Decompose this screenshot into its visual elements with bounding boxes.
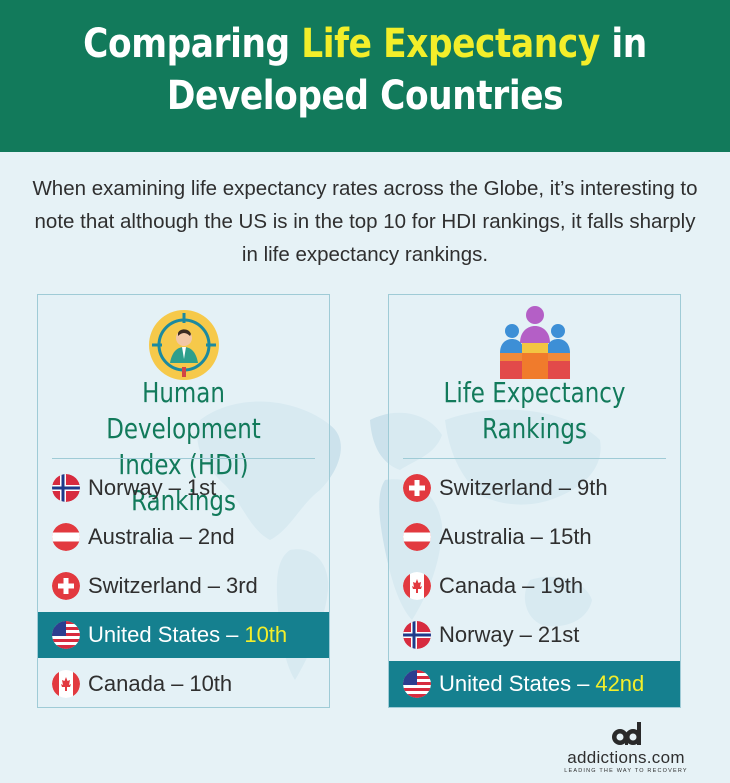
hdi-row: Australia –2nd (38, 514, 329, 560)
title-highlight: Life Expectancy (301, 21, 600, 67)
life-country: Australia (439, 524, 525, 549)
life-row: Switzerland –9th (389, 465, 680, 511)
norway-flag-icon (52, 474, 80, 502)
intro-text: When examining life expectancy rates acr… (32, 177, 698, 266)
life-separator: – (522, 573, 535, 598)
hdi-title-line-1: Human Development (106, 376, 261, 445)
life-country: United States (439, 671, 572, 696)
hdi-separator: – (171, 671, 184, 696)
life-separator: – (558, 475, 571, 500)
logo-tagline: LEADING THE WAY TO RECOVERY (564, 768, 688, 774)
hdi-separator: – (226, 622, 239, 647)
hdi-country: Norway (88, 475, 163, 500)
hdi-rank: 3rd (225, 573, 258, 598)
life-title-line-2: Rankings (482, 412, 587, 445)
life-country: Norway (439, 622, 514, 647)
life-country: Switzerland (439, 475, 553, 500)
hdi-row: Canada –10th (38, 661, 329, 707)
canada-flag-icon (52, 670, 80, 698)
austria-flag-icon (52, 523, 80, 551)
hdi-rank: 1st (186, 475, 217, 500)
title-part-2: in (599, 21, 647, 67)
hdi-country: Canada (88, 671, 166, 696)
canada-flag-icon (403, 572, 431, 600)
hdi-title-line-2: Index (HDI) Rankings (118, 448, 249, 517)
hdi-separator: – (168, 475, 181, 500)
page-title: Comparing Life Expectancy in Developed C… (51, 18, 679, 122)
life-rank: 15th (548, 524, 592, 549)
life-separator: – (577, 671, 590, 696)
life-row: United States –42nd (389, 661, 680, 707)
header-banner: Comparing Life Expectancy in Developed C… (0, 0, 730, 152)
title-part-1: Comparing (83, 21, 302, 67)
person-target-icon (148, 310, 219, 380)
life-country: Canada (439, 573, 517, 598)
addictions-logo: addictions.com LEADING THE WAY TO RECOVE… (556, 722, 696, 778)
podium-people-icon (499, 306, 570, 379)
title-line-2: Developed Countries (166, 73, 564, 119)
life-rank: 19th (540, 573, 584, 598)
life-title-line-1: Life Expectancy (443, 376, 626, 409)
hdi-separator: – (179, 524, 192, 549)
hdi-country: Australia (88, 524, 174, 549)
life-row: Australia –15th (389, 514, 680, 560)
life-separator: – (519, 622, 532, 647)
life-rank: 42nd (595, 671, 645, 696)
hdi-country: Switzerland (88, 573, 202, 598)
hdi-country: United States (88, 622, 221, 647)
life-expectancy-card: Life Expectancy Rankings Switzerland –9th… (388, 294, 681, 708)
life-title: Life Expectancy Rankings (415, 375, 654, 447)
life-rank: 21st (537, 622, 580, 647)
ad-logo-icon (612, 722, 641, 745)
hdi-row: Switzerland –3rd (38, 563, 329, 609)
hdi-rank: 2nd (197, 524, 235, 549)
hdi-divider (52, 458, 315, 459)
life-rank: 9th (576, 475, 608, 500)
norway-flag-icon (403, 621, 431, 649)
life-divider (403, 458, 666, 459)
switzerland-flag-icon (52, 572, 80, 600)
switzerland-flag-icon (403, 474, 431, 502)
logo-name: addictions.com (567, 748, 685, 767)
usa-flag-icon (403, 670, 431, 698)
hdi-row: Norway –1st (38, 465, 329, 511)
life-row: Norway –21st (389, 612, 680, 658)
usa-flag-icon (52, 621, 80, 649)
life-separator: – (530, 524, 543, 549)
hdi-separator: – (207, 573, 220, 598)
hdi-title: Human Development Index (HDI) Rankings (64, 375, 303, 519)
hdi-rank: 10th (244, 622, 288, 647)
hdi-row: United States –10th (38, 612, 329, 658)
life-row: Canada –19th (389, 563, 680, 609)
hdi-rank: 10th (189, 671, 233, 696)
hdi-rankings-card: Human Development Index (HDI) Rankings N… (37, 294, 330, 708)
austria-flag-icon (403, 523, 431, 551)
